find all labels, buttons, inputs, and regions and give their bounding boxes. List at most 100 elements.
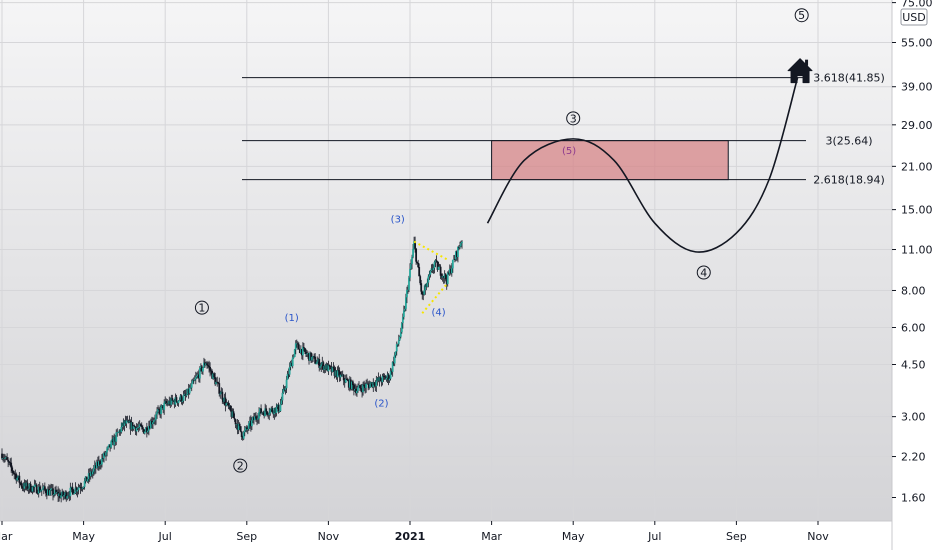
- target-zone-box[interactable]: [491, 140, 729, 181]
- candle-body: [44, 489, 47, 494]
- wave-label-circle: [233, 458, 248, 473]
- candle-body: [272, 411, 275, 415]
- candle-body: [308, 353, 310, 361]
- candle-body: [251, 420, 253, 427]
- triangle-line[interactable]: [413, 240, 448, 261]
- candle-body: [430, 268, 433, 271]
- candle-body: [281, 392, 284, 401]
- candle-body: [259, 408, 261, 412]
- price-axis-panel[interactable]: [892, 0, 932, 550]
- candle-body: [31, 486, 34, 492]
- candle-body: [394, 351, 397, 356]
- candle-body: [192, 380, 195, 382]
- candle-body: [216, 381, 219, 383]
- candle-body: [68, 495, 71, 497]
- candle-body: [459, 246, 461, 248]
- candle-body: [294, 343, 297, 350]
- candle-body: [385, 377, 388, 380]
- candle-body: [151, 421, 153, 425]
- candle-body: [422, 294, 425, 296]
- candle-body: [189, 387, 192, 389]
- candle-body: [20, 482, 23, 487]
- candle-body: [438, 266, 441, 268]
- candle-body: [23, 483, 26, 489]
- candle-body: [215, 381, 218, 385]
- candle-body: [37, 486, 40, 494]
- candle-body: [267, 414, 270, 416]
- candle-body: [262, 412, 265, 414]
- candle-body: [26, 482, 29, 490]
- candle-body: [230, 410, 233, 417]
- candle-body: [218, 383, 221, 394]
- candle-body: [58, 493, 61, 497]
- candle-body: [36, 493, 39, 494]
- y-tick-label: 8.00: [901, 284, 926, 297]
- candle-body: [4, 458, 6, 459]
- candle-body: [412, 249, 414, 257]
- candle-body: [146, 430, 149, 433]
- candle-body: [47, 489, 49, 496]
- candle-body: [320, 364, 323, 367]
- candle-body: [209, 366, 211, 371]
- candle-body: [115, 432, 118, 442]
- candle-body: [327, 364, 330, 372]
- candle-body: [298, 349, 301, 353]
- candle-body: [284, 388, 287, 390]
- candle-body: [188, 387, 191, 394]
- candle-body: [415, 248, 418, 262]
- x-tick-label: Nov: [318, 530, 340, 543]
- candle-body: [253, 417, 255, 421]
- candle-body: [381, 375, 384, 383]
- candle-body: [69, 487, 72, 497]
- candle-body: [321, 362, 324, 365]
- candle-body: [372, 382, 375, 388]
- candle-body: [377, 378, 380, 381]
- candle-body: [252, 417, 254, 421]
- candle-body: [160, 406, 163, 414]
- candle-body: [395, 344, 398, 352]
- candle-body: [357, 387, 359, 391]
- candle-body: [214, 377, 217, 385]
- currency-badge[interactable]: [900, 8, 928, 26]
- candle-body: [176, 401, 179, 404]
- candle-body: [286, 373, 289, 380]
- y-tick-label: 6.00: [901, 321, 926, 334]
- candle-body: [390, 370, 393, 372]
- candle-body: [240, 431, 243, 437]
- candle-body: [292, 356, 295, 358]
- candle-body: [15, 474, 18, 481]
- candle-body: [185, 394, 188, 396]
- candle-body: [95, 461, 98, 469]
- candle-body: [277, 404, 280, 412]
- candle-body: [441, 275, 444, 278]
- candle-body: [265, 408, 268, 412]
- projection-curve[interactable]: [486, 77, 799, 253]
- candle-body: [175, 397, 178, 402]
- triangle-line[interactable]: [421, 283, 448, 314]
- time-axis-panel[interactable]: [0, 521, 892, 550]
- candle-body: [133, 425, 136, 427]
- candle-body: [89, 471, 92, 477]
- candle-body: [326, 364, 329, 372]
- y-tick-label: 75.00: [901, 0, 932, 10]
- candle-body: [391, 361, 394, 372]
- candle-body: [319, 366, 322, 368]
- candle-body: [380, 380, 383, 383]
- candle-body: [107, 446, 109, 449]
- candle-body: [161, 405, 164, 407]
- candle-body: [153, 420, 155, 423]
- fib-level-label: 3.618(41.85): [813, 72, 885, 85]
- candle-body: [400, 323, 403, 333]
- candle-body: [351, 381, 354, 386]
- candle-body: [3, 457, 5, 459]
- candle-body: [341, 374, 344, 376]
- candle-body: [57, 491, 59, 497]
- candle-body: [455, 251, 457, 260]
- wave-label-minor: (1): [285, 313, 299, 324]
- candle-body: [2, 457, 4, 459]
- candle-body: [94, 465, 97, 469]
- candle-body: [280, 400, 283, 405]
- candle-body: [28, 483, 31, 489]
- candle-body: [196, 374, 199, 376]
